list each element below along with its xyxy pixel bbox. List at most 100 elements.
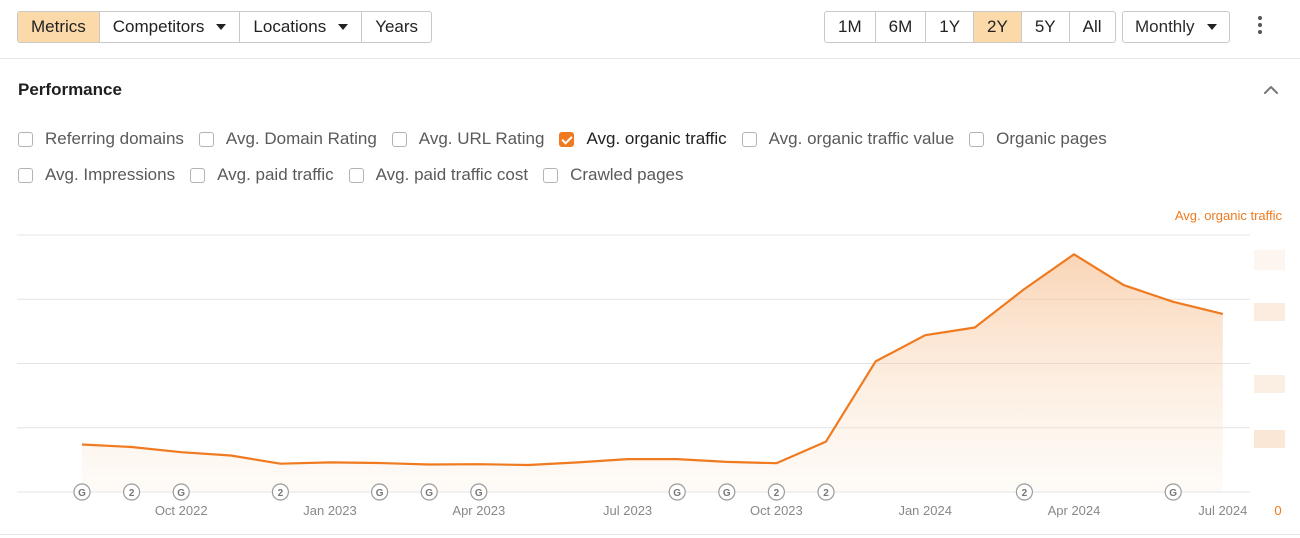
checkbox[interactable] xyxy=(741,131,757,147)
axis-block xyxy=(1254,375,1285,393)
metric-avg-domain-rating[interactable]: Avg. Domain Rating xyxy=(198,129,377,149)
view-tabs: Metrics Competitors Locations Years xyxy=(17,11,433,43)
google-update-marker[interactable]: G xyxy=(718,483,736,501)
metric-avg-impressions[interactable]: Avg. Impressions xyxy=(18,165,175,185)
x-tick-label: Jul 2024 xyxy=(1198,503,1247,518)
tab-competitors-label: Competitors xyxy=(112,17,205,36)
metric-avg-organic-traffic-value[interactable]: Avg. organic traffic value xyxy=(741,129,955,149)
x-tick-label: Apr 2024 xyxy=(1048,503,1101,518)
axis-block xyxy=(1254,250,1285,270)
more-vertical-icon[interactable] xyxy=(1254,16,1266,40)
metric-avg-paid-traffic-cost[interactable]: Avg. paid traffic cost xyxy=(348,165,529,185)
svg-text:2: 2 xyxy=(774,488,780,499)
tab-locations-label: Locations xyxy=(253,17,327,36)
svg-text:2: 2 xyxy=(278,488,284,499)
google-update-marker[interactable]: G xyxy=(420,483,438,501)
metric-label: Organic pages xyxy=(996,129,1107,148)
dropdown-caret-icon xyxy=(216,24,227,30)
y-tick-zero: 0 xyxy=(1274,503,1281,518)
annotation-marker[interactable]: 2 xyxy=(271,483,289,501)
range-label: All xyxy=(1082,17,1102,36)
chevron-up-icon[interactable] xyxy=(1262,84,1280,96)
range-label: 5Y xyxy=(1034,17,1056,36)
svg-text:G: G xyxy=(475,488,483,499)
tab-years-label: Years xyxy=(375,17,419,36)
google-update-marker[interactable]: G xyxy=(172,483,190,501)
x-tick-label: Jul 2023 xyxy=(603,503,652,518)
metric-referring-domains[interactable]: Referring domains xyxy=(18,129,184,149)
axis-block xyxy=(1254,430,1285,448)
metric-avg-url-rating[interactable]: Avg. URL Rating xyxy=(391,129,545,149)
svg-text:G: G xyxy=(376,488,384,499)
toolbar: Metrics Competitors Locations Years 1M 6… xyxy=(0,0,1300,59)
series-area xyxy=(82,254,1223,492)
svg-text:2: 2 xyxy=(823,488,829,499)
checkbox[interactable] xyxy=(391,131,407,147)
range-selector: 1M 6M 1Y 2Y 5Y All xyxy=(824,11,1116,43)
google-update-marker[interactable]: G xyxy=(371,483,389,501)
range-6m-button[interactable]: 6M xyxy=(876,12,927,42)
google-update-marker[interactable]: G xyxy=(668,483,686,501)
tab-years[interactable]: Years xyxy=(362,12,431,42)
google-update-marker[interactable]: G xyxy=(1164,483,1182,501)
range-all-button[interactable]: All xyxy=(1070,12,1115,42)
range-label: 2Y xyxy=(987,17,1008,36)
metrics-row-2: Avg. Impressions Avg. paid traffic Avg. … xyxy=(18,165,699,185)
annotation-marker[interactable]: 2 xyxy=(817,483,835,501)
section-title: Performance xyxy=(18,80,122,99)
dropdown-caret-icon xyxy=(338,24,349,30)
range-label: 6M xyxy=(888,17,913,36)
range-5y-button[interactable]: 5Y xyxy=(1022,12,1070,42)
annotation-marker[interactable]: 2 xyxy=(123,483,141,501)
dropdown-caret-icon xyxy=(1206,24,1217,30)
svg-text:G: G xyxy=(1169,488,1177,499)
tab-locations[interactable]: Locations xyxy=(240,12,363,42)
checkbox-checked[interactable] xyxy=(559,131,575,147)
metric-label: Avg. organic traffic xyxy=(586,129,727,148)
x-tick-label: Oct 2023 xyxy=(750,503,803,518)
range-1y-button[interactable]: 1Y xyxy=(926,12,975,42)
checkbox[interactable] xyxy=(190,167,206,183)
annotation-marker[interactable]: 2 xyxy=(767,483,786,501)
tab-metrics[interactable]: Metrics xyxy=(18,12,100,42)
interval-dropdown[interactable]: Monthly xyxy=(1122,11,1230,43)
google-update-marker[interactable]: G xyxy=(73,483,91,501)
metric-label: Crawled pages xyxy=(570,165,684,184)
checkbox[interactable] xyxy=(969,131,985,147)
range-2y-button[interactable]: 2Y xyxy=(974,12,1022,42)
checkbox[interactable] xyxy=(18,131,33,147)
right-axis-placeholder xyxy=(1254,250,1285,448)
checkbox[interactable] xyxy=(198,131,214,147)
divider xyxy=(0,534,1300,535)
x-tick-label: Jan 2024 xyxy=(898,503,952,518)
range-label: 1Y xyxy=(939,17,961,36)
annotation-marker[interactable]: 2 xyxy=(1015,483,1034,501)
range-1m-button[interactable]: 1M xyxy=(825,12,876,42)
metric-label: Avg. URL Rating xyxy=(418,129,545,148)
svg-text:G: G xyxy=(78,488,86,499)
series-line[interactable] xyxy=(81,253,1224,467)
metric-avg-organic-traffic[interactable]: Avg. organic traffic xyxy=(559,129,727,149)
metric-label: Avg. organic traffic value xyxy=(768,129,955,148)
x-tick-label: Oct 2022 xyxy=(155,503,208,518)
metric-label: Avg. Impressions xyxy=(45,165,176,184)
svg-text:2: 2 xyxy=(1022,488,1028,499)
metric-avg-paid-traffic[interactable]: Avg. paid traffic xyxy=(190,165,334,185)
metric-crawled-pages[interactable]: Crawled pages xyxy=(543,165,684,185)
metric-organic-pages[interactable]: Organic pages xyxy=(969,129,1107,149)
checkbox[interactable] xyxy=(348,167,364,183)
metric-label: Avg. paid traffic xyxy=(217,165,334,184)
tab-competitors[interactable]: Competitors xyxy=(100,12,241,42)
metric-label: Referring domains xyxy=(45,129,184,148)
google-update-marker[interactable]: G xyxy=(470,483,488,501)
x-tick-label: Jan 2023 xyxy=(303,503,357,518)
organic-traffic-chart[interactable]: G 2 G 2 G G G G G 2 2 2 G Oct 2022 Jan 2023 Apr 2023 Ju… xyxy=(0,195,1300,538)
x-tick-label: Apr 2023 xyxy=(452,503,505,518)
checkbox[interactable] xyxy=(18,167,33,183)
svg-text:G: G xyxy=(723,488,731,499)
tab-metrics-label: Metrics xyxy=(31,17,86,36)
svg-text:G: G xyxy=(673,488,681,499)
metric-label: Avg. paid traffic cost xyxy=(375,165,529,184)
metrics-row-1: Referring domains Avg. Domain Rating Avg… xyxy=(18,129,1122,149)
checkbox[interactable] xyxy=(543,167,559,183)
